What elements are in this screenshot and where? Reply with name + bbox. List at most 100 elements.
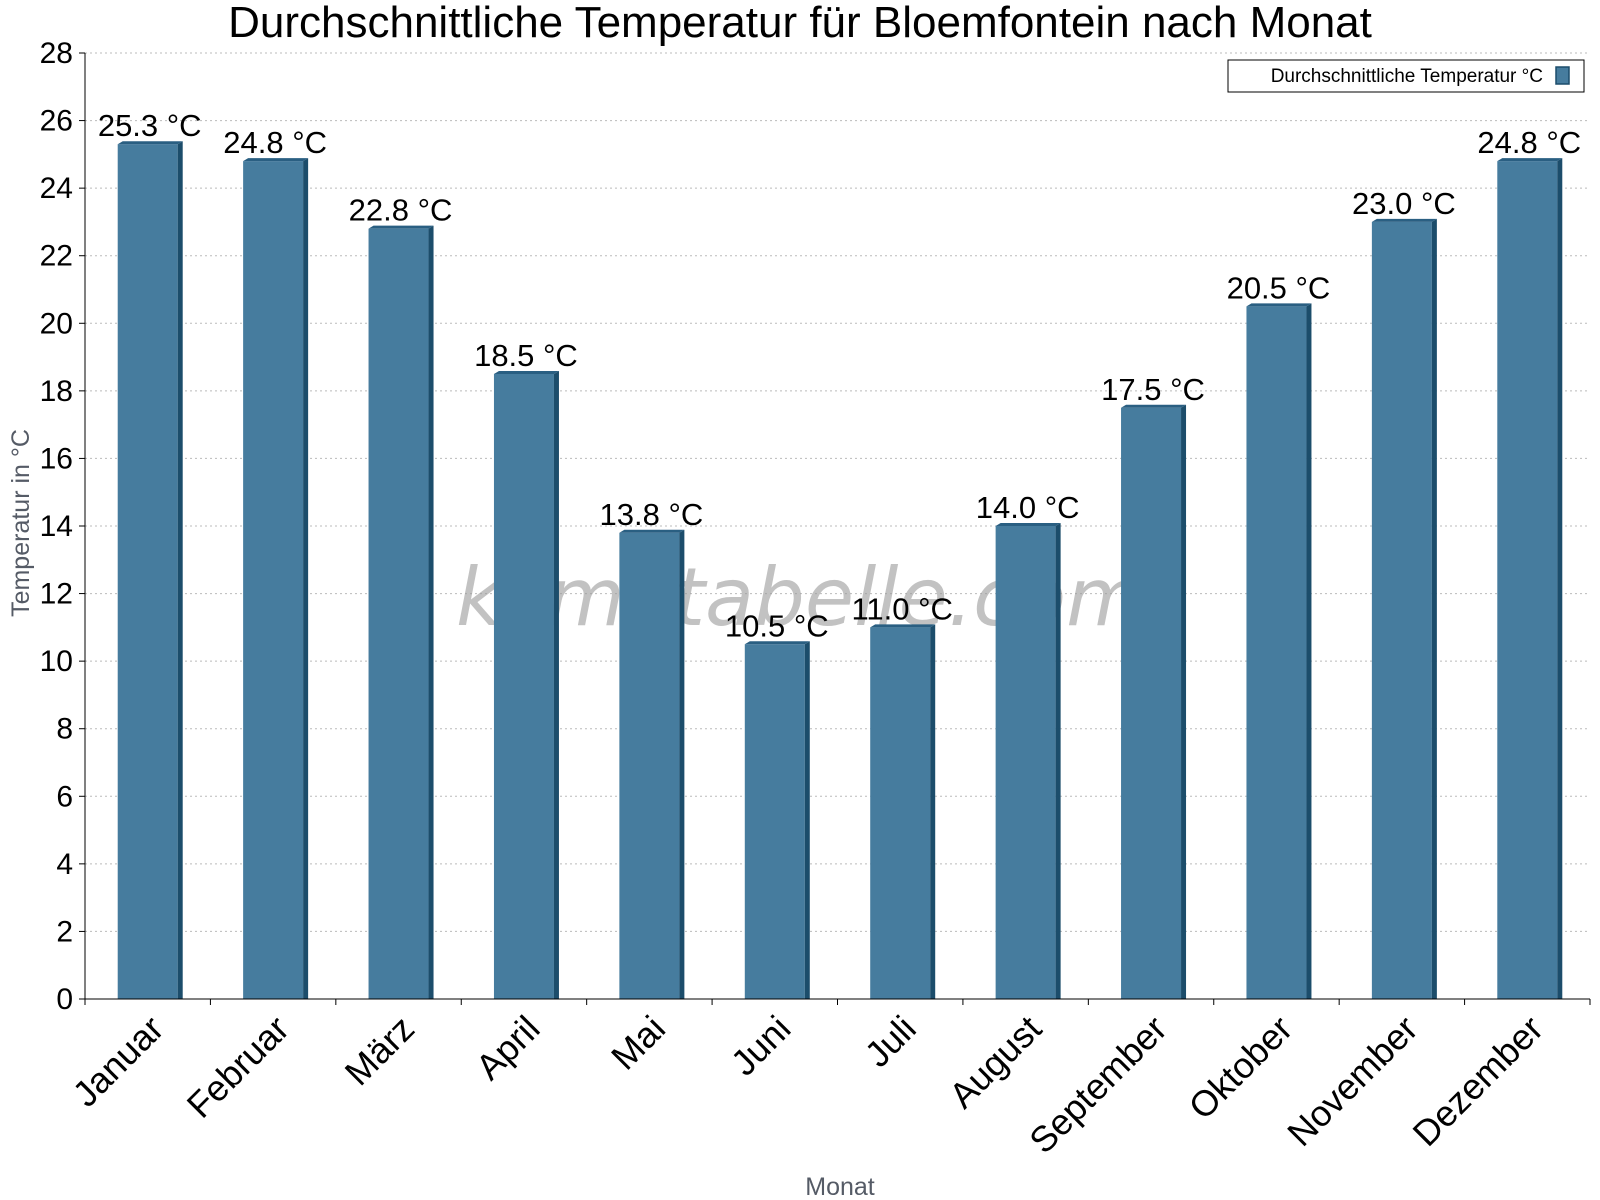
bar-side [804,641,810,999]
x-tick-label: März [337,1008,423,1094]
x-tick-label: Oktober [1181,1008,1301,1128]
bar [117,141,183,999]
y-tick-label: 8 [56,713,73,746]
bar-face [243,161,304,1000]
y-tick-label: 6 [56,780,73,813]
value-label: 24.8 °C [1477,125,1581,160]
value-label: 22.8 °C [349,193,453,228]
y-tick-label: 20 [40,307,73,340]
y-tick-label: 10 [40,645,73,678]
y-tick-label: 18 [40,375,73,408]
value-label: 25.3 °C [98,108,202,143]
bar [619,529,685,999]
bar-top [368,225,434,229]
bar [1497,158,1563,1000]
y-tick-label: 28 [40,37,73,70]
x-tick-label: Januar [65,1008,172,1115]
y-tick-label: 0 [56,983,73,1016]
value-label: 13.8 °C [600,497,704,532]
bar-face [1121,407,1182,999]
y-tick-label: 22 [40,240,73,273]
x-tick-label: Februar [179,1008,297,1126]
bar [995,523,1061,999]
bar-side [1055,523,1061,999]
legend-label: Durchschnittliche Temperatur °C [1271,66,1543,87]
bar-top [493,370,559,374]
y-tick-label: 4 [56,848,73,881]
value-label: 17.5 °C [1101,372,1205,407]
bar [870,624,936,999]
x-tick-label: Juli [857,1008,924,1075]
bar [1371,218,1437,999]
axes [79,52,1591,1005]
bar-top [1246,303,1312,307]
value-label: 23.0 °C [1352,186,1456,221]
y-tick-label: 2 [56,915,73,948]
bar-top [1497,158,1563,162]
value-label: 24.8 °C [223,125,327,160]
bar-top [243,158,309,162]
bar-side [1431,218,1437,999]
bar-top [117,141,183,145]
value-labels: 25.3 °C 24.8 °C 22.8 °C 18.5 °C 13.8 °C 10.5 … [98,108,1581,643]
x-tick-label: August [941,1008,1049,1116]
bar-face [995,526,1056,999]
bar-top [1121,404,1187,408]
y-tick-label: 12 [40,578,73,611]
bar-face [744,644,805,999]
bar [744,641,810,999]
chart-title: Durchschnittliche Temperatur für Bloemfo… [228,0,1372,47]
bar-series [117,141,1563,1000]
value-label: 11.0 °C [851,591,952,626]
x-tick-labels: Januar Februar März April Mai Juni Juli AugustS… [65,1008,1551,1162]
bar-side [177,141,183,999]
bar-side [930,624,936,999]
value-label: 14.0 °C [976,490,1080,525]
bar-side [1557,158,1563,1000]
bar-top [1371,218,1437,222]
x-tick-label: April [468,1008,548,1088]
bar-face [1497,161,1558,1000]
bar-top [870,624,936,628]
bar-top [744,641,810,645]
legend-swatch [1555,66,1570,85]
bar-face [117,144,178,999]
bar-side [1181,404,1187,999]
y-tick-label: 16 [40,442,73,475]
value-label: 10.5 °C [725,608,829,643]
x-tick-label: Juni [723,1008,799,1084]
legend: Durchschnittliche Temperatur °C [1227,59,1585,93]
value-label: 18.5 °C [474,338,578,373]
bar-side [679,529,685,999]
bar-face [1371,221,1432,999]
bar [1121,404,1187,999]
x-tick-label: September [1021,1008,1175,1162]
y-tick-label: 14 [40,510,73,543]
y-tick-label: 24 [40,172,73,205]
x-tick-label: Mai [603,1008,673,1078]
y-tick-label: 26 [40,105,73,138]
bar-side [303,158,309,1000]
bar-face [1246,306,1307,1000]
bar-side [1306,303,1312,1000]
bar-top [619,529,685,533]
bar-side [553,370,559,999]
bar [368,225,434,999]
x-axis-title: Monat [805,1173,875,1200]
x-tick-label: November [1279,1008,1425,1154]
x-tick-label: Dezember [1405,1008,1551,1154]
bar-face [619,532,680,999]
bar-face [493,373,554,999]
bar-face [870,627,931,999]
grid-lines [85,52,1590,932]
bar [243,158,309,1000]
bar-side [428,225,434,999]
value-label: 20.5 °C [1227,270,1331,305]
bar [493,370,559,999]
bar-face [368,228,429,999]
bar-top [995,523,1061,526]
legend-box [1227,59,1585,93]
bar [1246,303,1312,1000]
